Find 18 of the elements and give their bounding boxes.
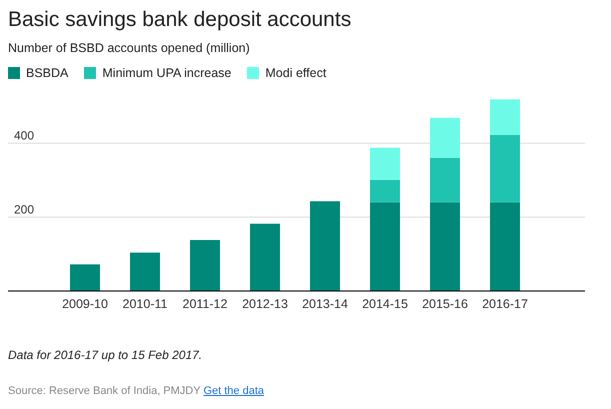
legend-label: Minimum UPA increase bbox=[102, 66, 232, 80]
x-tick-label: 2015-16 bbox=[422, 296, 468, 311]
x-tick-label: 2013-14 bbox=[302, 296, 348, 311]
x-tick-label: 2009-10 bbox=[62, 296, 108, 311]
x-tick-label: 2010-11 bbox=[122, 296, 168, 311]
text: Get the data bbox=[203, 385, 264, 397]
x-tick-label: 2012-13 bbox=[242, 296, 288, 311]
x-tick-label: 2014-15 bbox=[362, 296, 408, 311]
x-tick-label: 2016-17 bbox=[482, 296, 528, 311]
chart-title: Basic savings bank deposit accounts bbox=[8, 8, 352, 33]
source-note: Source: Reserve Bank of India, PMJDY bbox=[8, 385, 200, 397]
chart-subtitle: Number of BSBD accounts opened (million) bbox=[8, 41, 251, 57]
legend-label: Modi effect bbox=[265, 66, 326, 80]
x-tick-label: 2011-12 bbox=[182, 296, 228, 311]
y-tick-label: 400 bbox=[14, 128, 34, 143]
text: Data for 2016-17 up to 15 Feb 2017. bbox=[8, 348, 202, 362]
y-tick-label: 200 bbox=[14, 202, 34, 216]
legend-label: BSBDA bbox=[26, 66, 68, 80]
